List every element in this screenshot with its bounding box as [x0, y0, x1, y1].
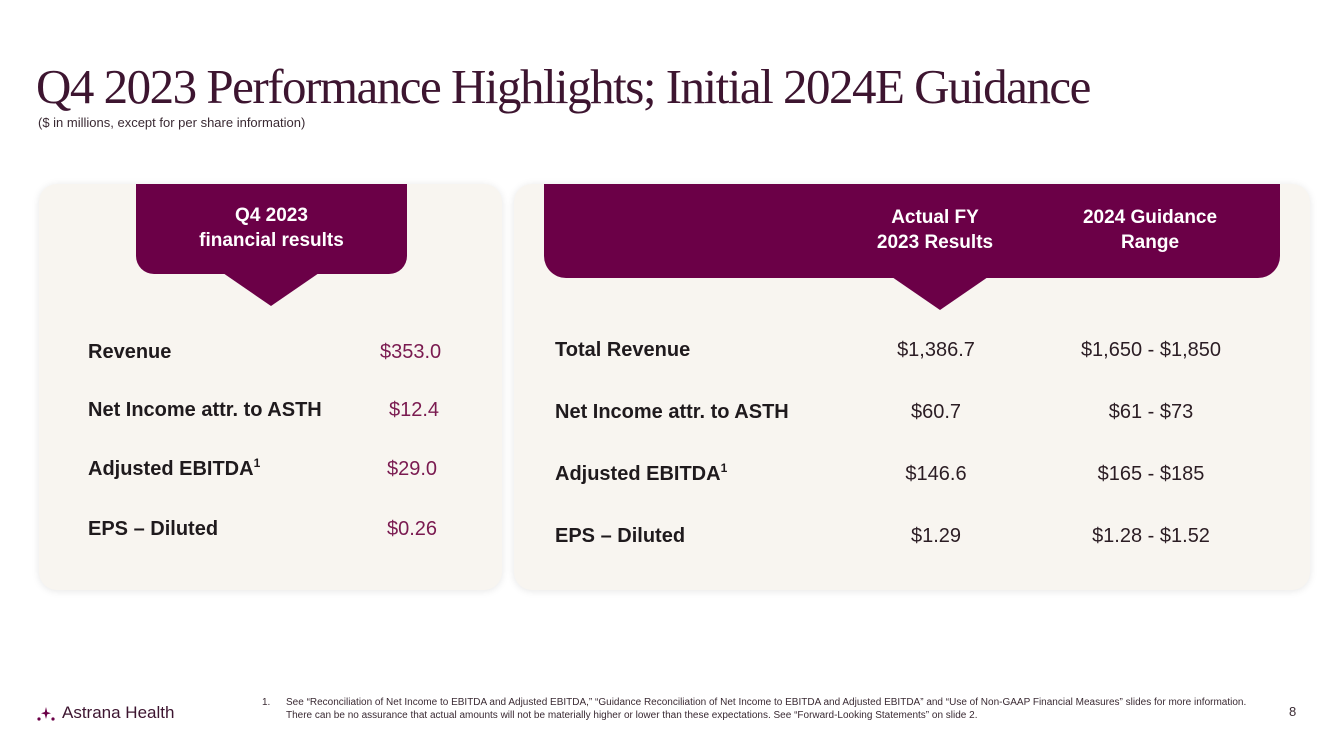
- q4-row-value: $29.0: [387, 458, 438, 480]
- footnote-text: See “Reconciliation of Net Income to EBI…: [286, 697, 1247, 721]
- slide-subtitle: ($ in millions, except for per share inf…: [38, 115, 306, 130]
- q4-row-label: Net Income attr. to ASTH: [88, 399, 322, 421]
- annual-header-tab: [544, 184, 1280, 278]
- q4-row-label: Adjusted EBITDA1: [88, 456, 261, 480]
- actual-fy-column-header: Actual FY 2023 Results: [876, 207, 994, 253]
- sparkle-dots-icon: [37, 707, 55, 721]
- q4-header-line2: financial results: [199, 230, 344, 251]
- annual-row-label: EPS – Diluted: [555, 525, 686, 547]
- guidance-value: $1,650 - $1,850: [1080, 339, 1222, 361]
- footnote-number: 1.: [262, 697, 271, 708]
- footnote-marker: 1: [720, 461, 728, 475]
- q4-header-line1: Q4 2023: [235, 205, 308, 227]
- annual-row-label: Adjusted EBITDA1: [555, 461, 728, 485]
- q4-row-label: Revenue: [88, 341, 172, 363]
- actual-value: $1.29: [910, 525, 962, 547]
- actual-value: $146.6: [905, 463, 967, 485]
- guidance-value: $1.28 - $1.52: [1092, 525, 1210, 547]
- q4-row-value: $353.0: [380, 341, 442, 363]
- q4-header-tab: Q4 2023 financial results: [136, 184, 407, 274]
- q4-header-pointer: [223, 273, 319, 306]
- slide-title: Q4 2023 Performance Highlights; Initial …: [36, 59, 1091, 114]
- logo-text: Astrana Health: [62, 703, 175, 722]
- annual-header-pointer: [892, 277, 988, 310]
- q4-row-value: $12.4: [389, 399, 440, 421]
- guidance-value: $61 - $73: [1108, 401, 1194, 423]
- q4-row-label: EPS – Diluted: [88, 518, 219, 540]
- page-number: 8: [1289, 704, 1297, 719]
- footnote-marker: 1: [253, 456, 261, 470]
- actual-value: $1,386.7: [897, 339, 975, 361]
- astrana-health-logo: Astrana Health: [36, 703, 174, 723]
- footnote: 1. See “Reconciliation of Net Income to …: [262, 697, 1262, 722]
- guidance-column-header: 2024 Guidance Range: [1082, 207, 1218, 253]
- q4-row-value: $0.26: [387, 518, 438, 540]
- guidance-value: $165 - $185: [1097, 463, 1205, 485]
- annual-row-label: Net Income attr. to ASTH: [555, 401, 789, 423]
- annual-row-label: Total Revenue: [555, 339, 691, 361]
- actual-value: $60.7: [910, 401, 962, 423]
